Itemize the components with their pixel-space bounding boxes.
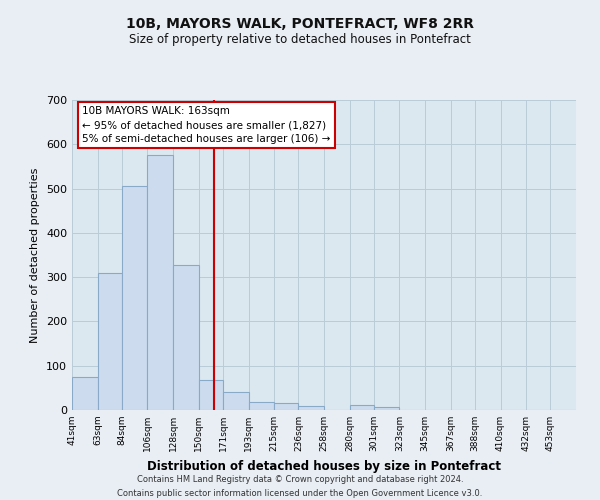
Bar <box>374 407 400 410</box>
Text: Contains HM Land Registry data © Crown copyright and database right 2024.
Contai: Contains HM Land Registry data © Crown c… <box>118 476 482 498</box>
X-axis label: Distribution of detached houses by size in Pontefract: Distribution of detached houses by size … <box>147 460 501 472</box>
Text: Size of property relative to detached houses in Pontefract: Size of property relative to detached ho… <box>129 32 471 46</box>
Bar <box>98 272 122 410</box>
Bar <box>298 406 324 410</box>
Bar <box>274 404 298 410</box>
Bar <box>248 402 274 410</box>
Y-axis label: Number of detached properties: Number of detached properties <box>31 168 40 342</box>
Text: 10B MAYORS WALK: 163sqm
← 95% of detached houses are smaller (1,827)
5% of semi-: 10B MAYORS WALK: 163sqm ← 95% of detache… <box>82 106 331 144</box>
Bar <box>173 264 199 410</box>
Bar <box>72 377 98 410</box>
Bar <box>223 392 248 410</box>
Text: 10B, MAYORS WALK, PONTEFRACT, WF8 2RR: 10B, MAYORS WALK, PONTEFRACT, WF8 2RR <box>126 18 474 32</box>
Bar <box>350 404 374 410</box>
Bar <box>148 156 173 410</box>
Bar <box>199 380 223 410</box>
Bar <box>122 186 148 410</box>
